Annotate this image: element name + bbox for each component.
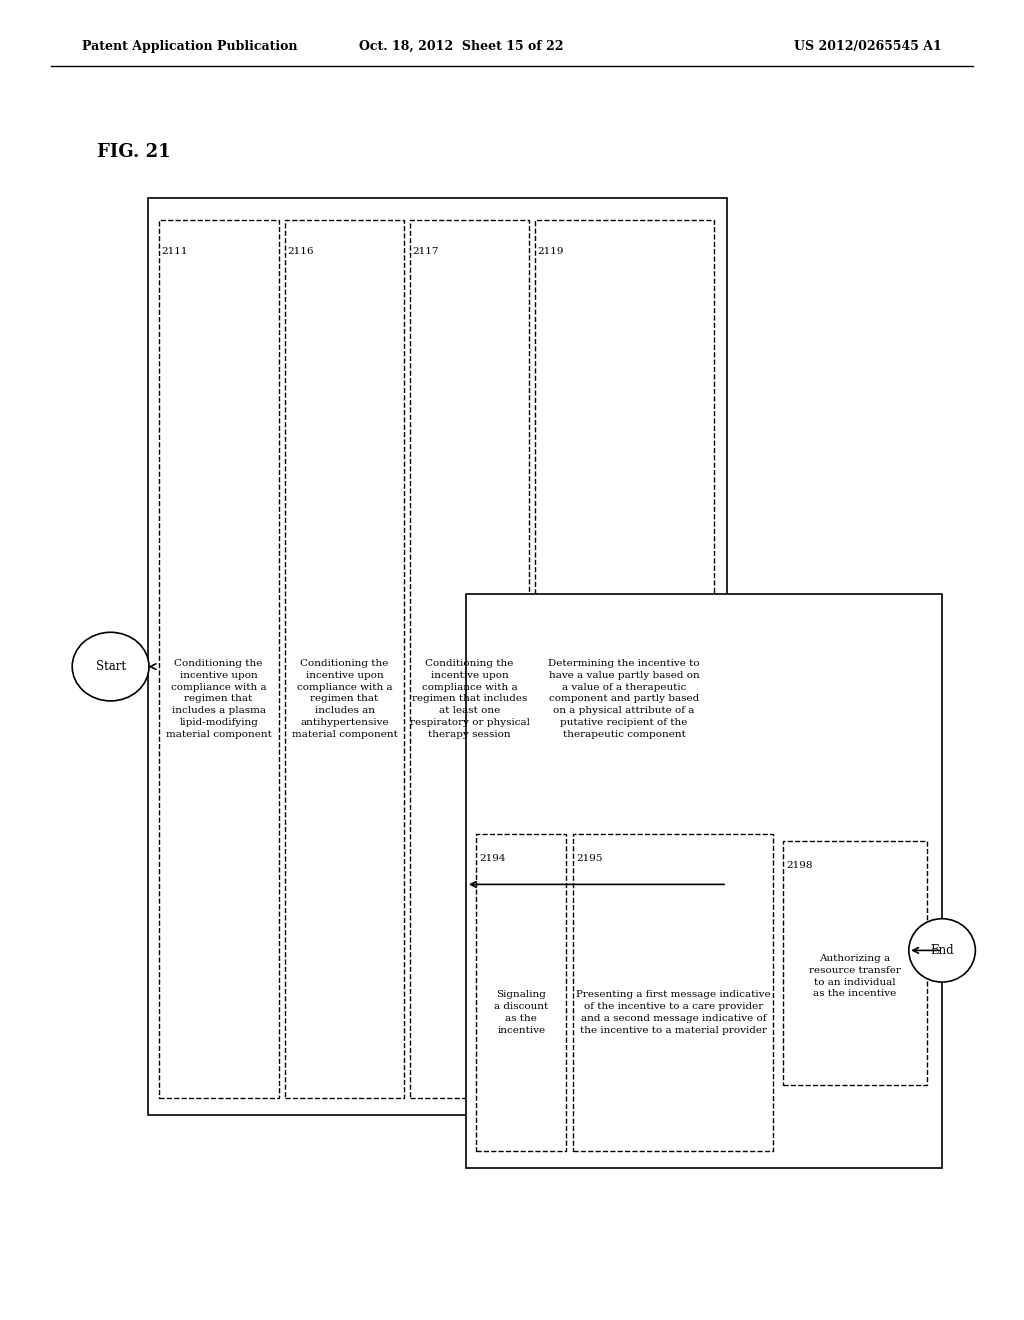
- Text: Signaling
a discount
as the
incentive: Signaling a discount as the incentive: [495, 990, 548, 1035]
- Text: Authorizing a
resource transfer
to an individual
as the incentive: Authorizing a resource transfer to an in…: [809, 954, 901, 998]
- Ellipse shape: [909, 919, 975, 982]
- Text: Conditioning the
incentive upon
compliance with a
regimen that includes
at least: Conditioning the incentive upon complian…: [410, 659, 529, 739]
- Text: 2194: 2194: [479, 854, 506, 863]
- Bar: [783, 841, 927, 1085]
- Text: Oct. 18, 2012  Sheet 15 of 22: Oct. 18, 2012 Sheet 15 of 22: [358, 40, 563, 53]
- Text: 2195: 2195: [577, 854, 603, 863]
- Bar: [148, 198, 727, 1115]
- Bar: [573, 834, 773, 1151]
- Text: Determining the incentive to
have a value partly based on
a value of a therapeut: Determining the incentive to have a valu…: [548, 659, 700, 739]
- Text: FIG. 21: FIG. 21: [97, 143, 171, 161]
- Bar: [535, 220, 714, 1098]
- Text: Start: Start: [95, 660, 126, 673]
- Text: 2119: 2119: [538, 247, 564, 256]
- Bar: [159, 220, 279, 1098]
- Text: Conditioning the
incentive upon
compliance with a
regimen that
includes an
antih: Conditioning the incentive upon complian…: [292, 659, 397, 739]
- Text: Presenting a first message indicative
of the incentive to a care provider
and a : Presenting a first message indicative of…: [575, 990, 771, 1035]
- Ellipse shape: [72, 632, 150, 701]
- Text: 2116: 2116: [288, 247, 314, 256]
- Bar: [476, 834, 566, 1151]
- Text: 2198: 2198: [786, 861, 813, 870]
- Bar: [466, 594, 942, 1168]
- Text: 2117: 2117: [413, 247, 439, 256]
- Text: End: End: [930, 944, 954, 957]
- Bar: [410, 220, 529, 1098]
- Text: 2111: 2111: [162, 247, 188, 256]
- Bar: [285, 220, 404, 1098]
- Text: Patent Application Publication: Patent Application Publication: [82, 40, 297, 53]
- Text: US 2012/0265545 A1: US 2012/0265545 A1: [795, 40, 942, 53]
- Text: Conditioning the
incentive upon
compliance with a
regimen that
includes a plasma: Conditioning the incentive upon complian…: [166, 659, 271, 739]
